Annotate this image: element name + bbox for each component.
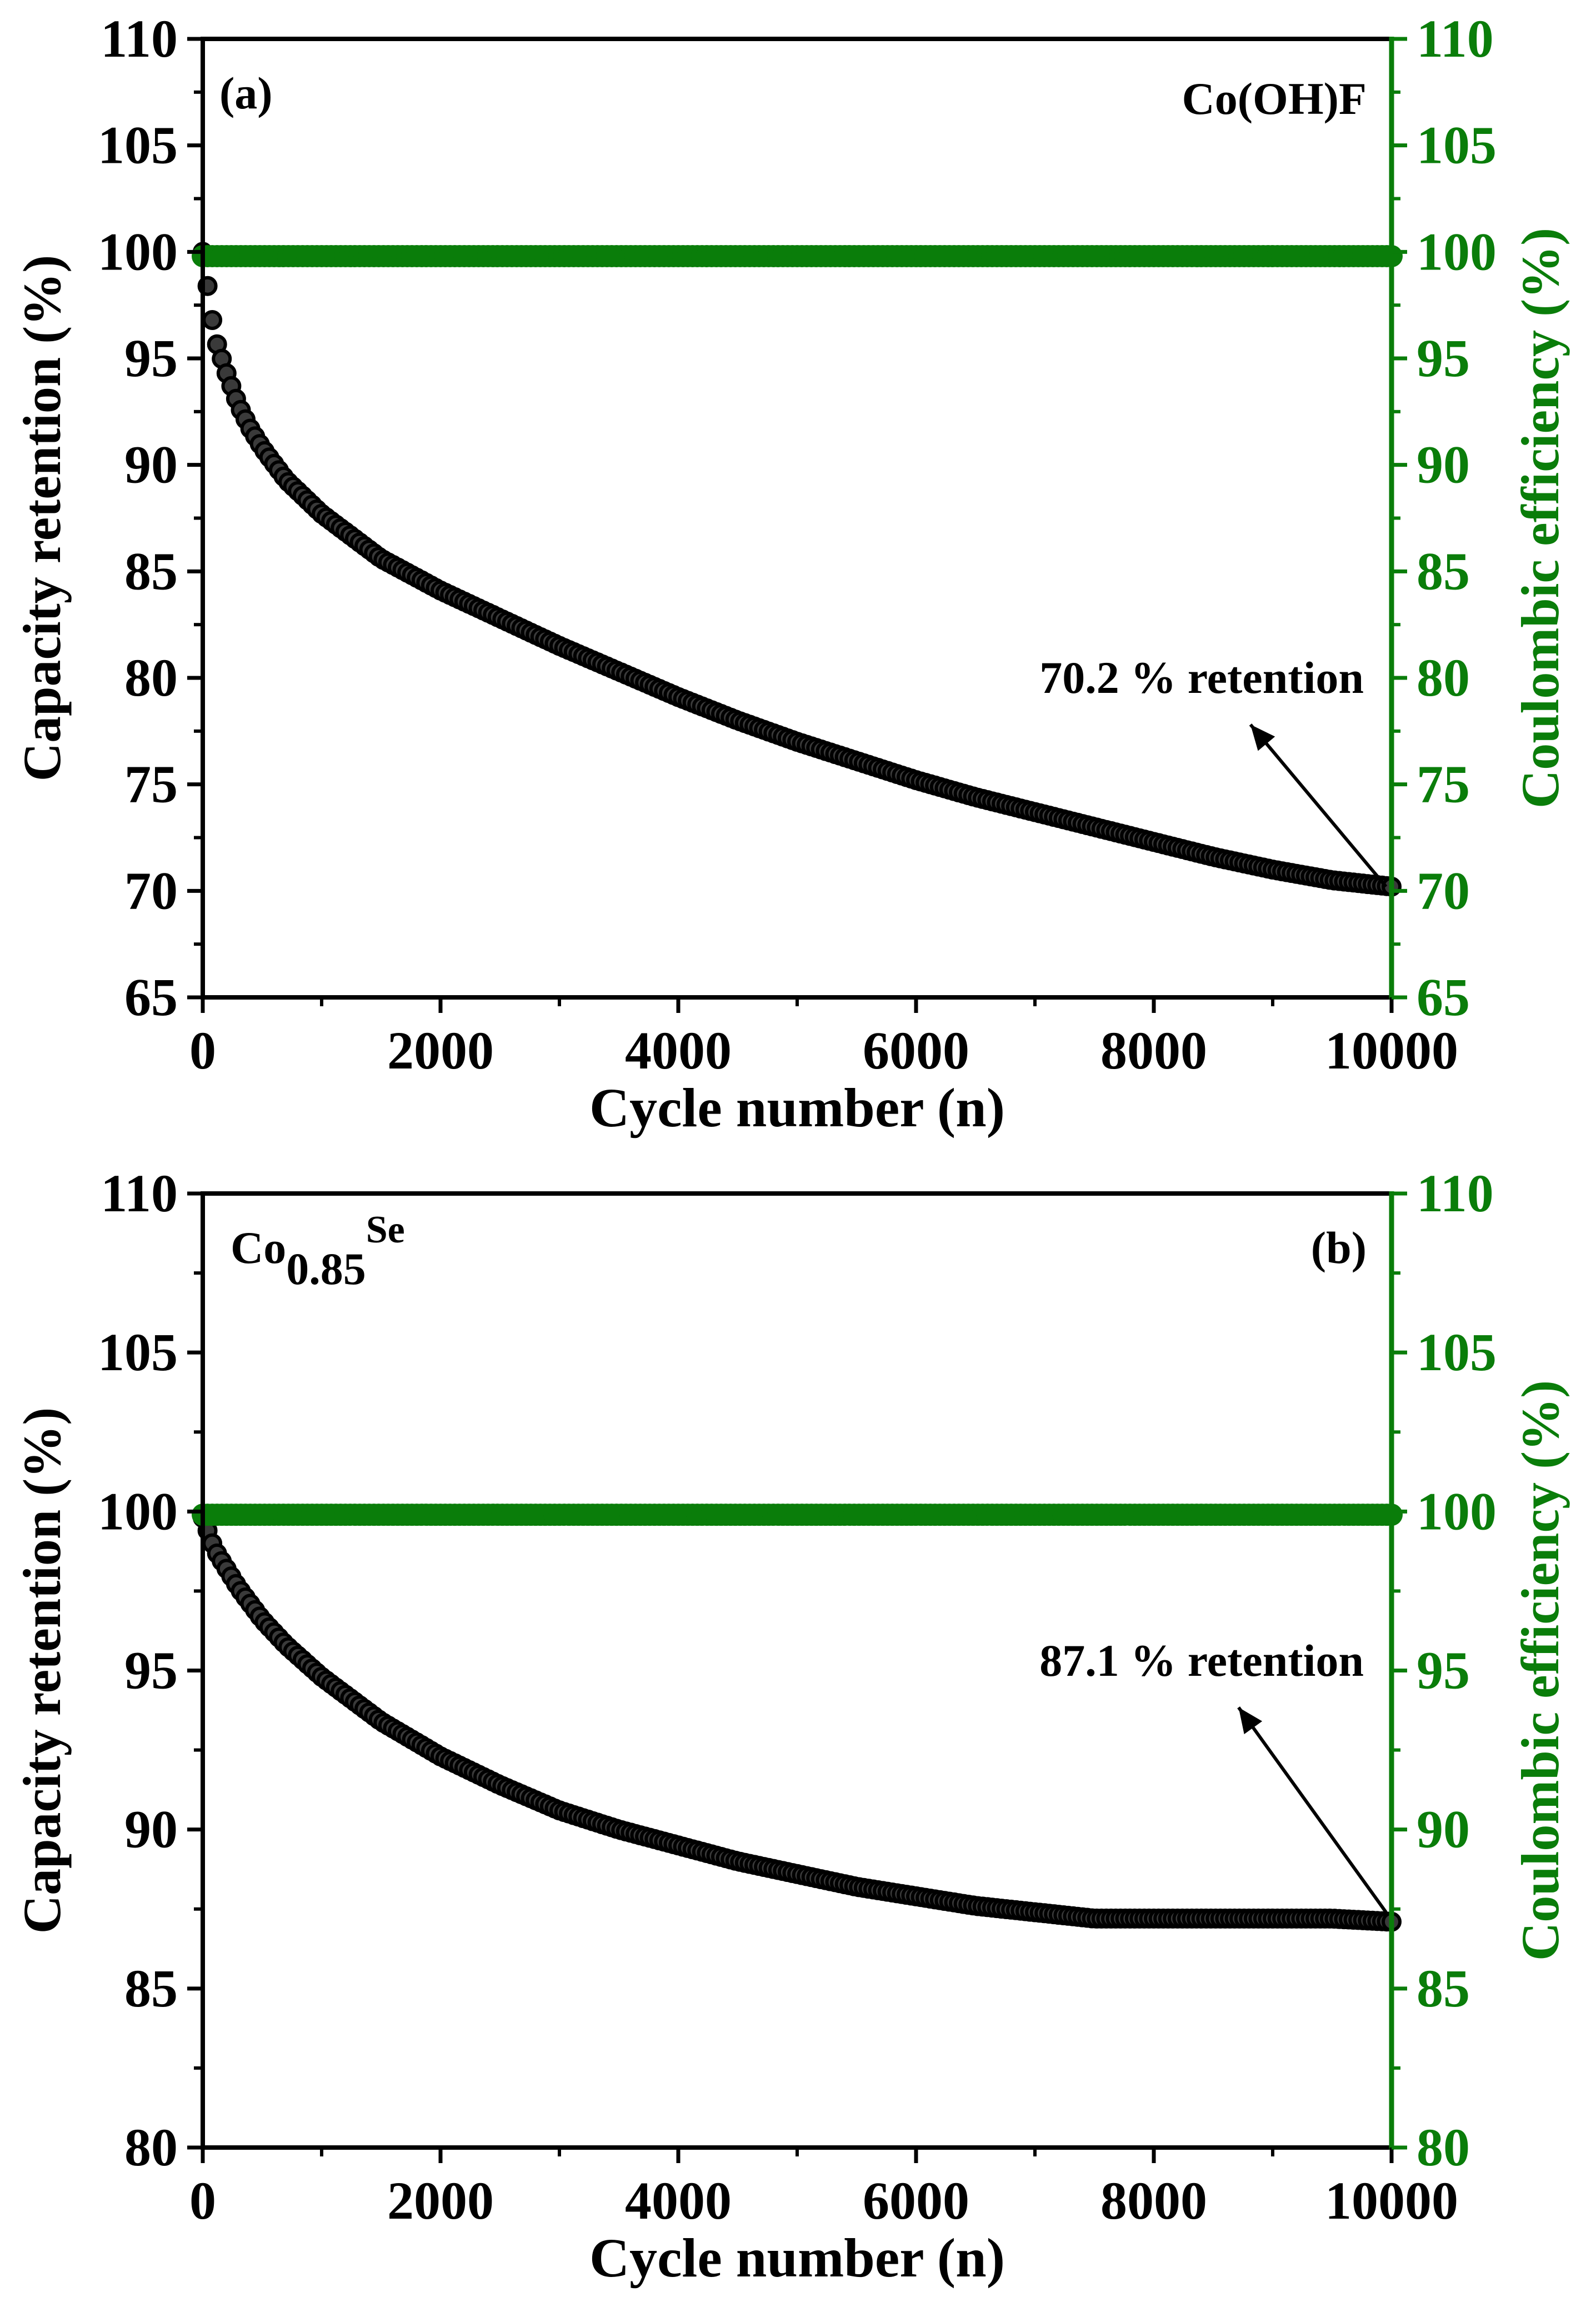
y2-tick-label: 85 <box>1417 541 1470 601</box>
y2-tick-label: 105 <box>1417 116 1497 175</box>
y-tick-label: 105 <box>98 1322 178 1382</box>
sample-label-b-subscript: 0.85 <box>286 1244 366 1294</box>
arrow-head <box>1250 725 1275 751</box>
y2-tick-label: 80 <box>1417 2118 1470 2177</box>
axis-ticks-b: 0 2000 4000 6000 8000 10000808590951001051108… <box>98 1164 1497 2230</box>
y-tick-label: 110 <box>101 9 178 68</box>
y-tick-label: 90 <box>124 435 178 495</box>
retention-arrow-b <box>1237 1706 1388 1914</box>
sample-label-b-superscript: Se <box>366 1209 405 1251</box>
y2-tick-label: 90 <box>1417 1800 1470 1859</box>
x-tick-label: 2000 <box>387 1021 494 1080</box>
y2-tick-label: 75 <box>1417 755 1470 814</box>
capacity-retention-series-a <box>193 242 1402 897</box>
x-tick-label: 8000 <box>1100 2171 1207 2230</box>
y-tick-label: 105 <box>98 116 178 175</box>
y2-axis-title-b: Coulombic efficiency (%) <box>1510 1380 1570 1961</box>
capacity-marker <box>202 310 223 330</box>
sample-label-a: Co(OH)F <box>1182 73 1367 124</box>
sample-label-b: Co0.85Se <box>231 1209 405 1294</box>
y-tick-label: 90 <box>124 1800 178 1859</box>
retention-annotation-a: 70.2 % retention <box>1039 652 1364 703</box>
y2-tick-label: 110 <box>1417 9 1494 68</box>
x-tick-label: 0 <box>189 1021 216 1080</box>
sample-label-b-main: Co <box>231 1222 286 1273</box>
panel-a: 0 2000 4000 6000 8000 10000657075808590951001… <box>12 9 1570 1138</box>
y-tick-label: 75 <box>124 755 178 814</box>
coulombic-efficiency-series-a <box>192 245 1403 267</box>
x-tick-label: 6000 <box>863 2171 969 2230</box>
arrow-shaft <box>1249 723 1388 888</box>
x-axis-title-b: Cycle number (n) <box>589 2227 1005 2289</box>
x-tick-label: 4000 <box>625 2171 732 2230</box>
x-tick-label: 10000 <box>1325 2171 1458 2230</box>
arrow-shaft <box>1237 1706 1388 1914</box>
y-tick-label: 65 <box>124 967 178 1027</box>
y2-tick-label: 105 <box>1417 1322 1497 1382</box>
retention-annotation-b: 87.1 % retention <box>1039 1635 1364 1686</box>
x-tick-label: 6000 <box>863 1021 969 1080</box>
x-tick-label: 8000 <box>1100 1021 1207 1080</box>
y2-tick-label: 65 <box>1417 967 1470 1027</box>
capacity-retention-series-b <box>193 1507 1402 1932</box>
panel-b: 0 2000 4000 6000 8000 10000808590951001051108… <box>12 1164 1570 2289</box>
y-tick-label: 80 <box>124 648 178 707</box>
y-tick-label: 95 <box>124 328 178 388</box>
y-tick-label: 100 <box>98 222 178 281</box>
x-tick-label: 4000 <box>625 1021 732 1080</box>
x-tick-label: 0 <box>189 2171 216 2230</box>
y2-tick-label: 110 <box>1417 1164 1494 1223</box>
arrow-head <box>1238 1707 1263 1735</box>
x-tick-label: 10000 <box>1325 1021 1458 1080</box>
y2-tick-label: 100 <box>1417 222 1497 281</box>
y2-axis-title-a: Coulombic efficiency (%) <box>1510 228 1570 808</box>
y2-tick-label: 95 <box>1417 1641 1470 1700</box>
y-axis-title-a: Capacity retention (%) <box>12 255 72 781</box>
x-axis-title-a: Cycle number (n) <box>589 1077 1005 1138</box>
panel-label-a: (a) <box>219 68 273 118</box>
y-tick-label: 80 <box>124 2118 178 2177</box>
y-tick-label: 100 <box>98 1481 178 1541</box>
y2-tick-label: 90 <box>1417 435 1470 495</box>
y-tick-label: 95 <box>124 1641 178 1700</box>
coulombic-efficiency-series-b <box>192 1504 1403 1526</box>
y2-tick-label: 85 <box>1417 1959 1470 2018</box>
panel-label-b: (b) <box>1311 1222 1367 1273</box>
x-tick-label: 2000 <box>387 2171 494 2230</box>
axis-ticks-a: 0 2000 4000 6000 8000 10000657075808590951001… <box>98 9 1497 1080</box>
retention-arrow-a <box>1249 723 1388 888</box>
y-tick-label: 70 <box>124 861 178 920</box>
y2-tick-label: 70 <box>1417 861 1470 920</box>
y2-tick-label: 80 <box>1417 648 1470 707</box>
y2-tick-label: 100 <box>1417 1481 1497 1541</box>
y-tick-label: 85 <box>124 541 178 601</box>
y-axis-title-b: Capacity retention (%) <box>12 1407 72 1934</box>
y-tick-label: 110 <box>101 1164 178 1223</box>
y2-tick-label: 95 <box>1417 328 1470 388</box>
y-tick-label: 85 <box>124 1959 178 2018</box>
